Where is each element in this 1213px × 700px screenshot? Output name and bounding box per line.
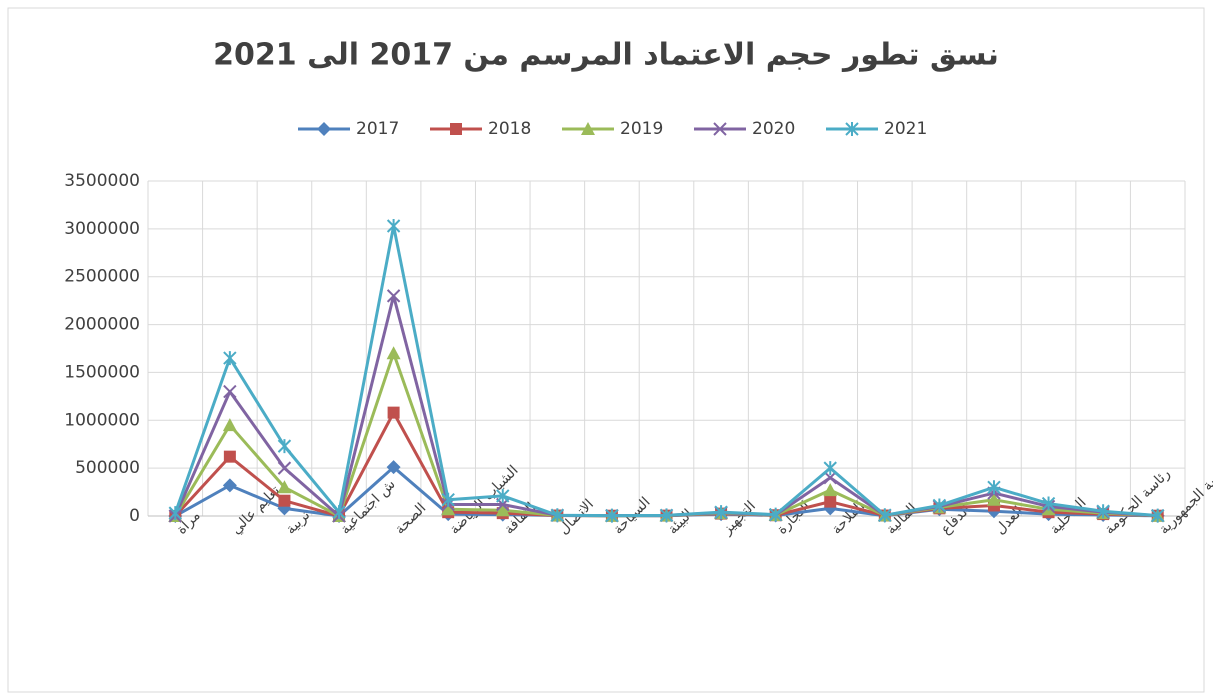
marker [223, 450, 236, 463]
marker [386, 218, 401, 233]
marker [386, 289, 401, 303]
y-tick-label: 500000 [75, 458, 140, 478]
marker [496, 488, 510, 503]
marker [932, 498, 947, 513]
y-tick-label: 0 [129, 506, 140, 526]
chart-border [7, 7, 1205, 693]
marker [277, 461, 292, 475]
y-tick-label: 3000000 [64, 219, 140, 239]
marker [823, 471, 837, 485]
marker [277, 439, 292, 454]
marker [1041, 496, 1056, 511]
y-tick-label: 1500000 [64, 362, 140, 382]
marker [277, 480, 292, 494]
marker [768, 507, 783, 522]
marker [581, 122, 595, 135]
marker [222, 418, 237, 432]
marker [386, 346, 401, 360]
marker [332, 505, 346, 520]
marker [450, 123, 462, 135]
marker [550, 508, 565, 523]
y-tick-label: 1000000 [64, 410, 140, 430]
marker [605, 508, 619, 523]
marker [987, 480, 1001, 495]
marker [441, 492, 455, 507]
marker [878, 508, 892, 523]
marker [659, 508, 674, 523]
marker [223, 351, 237, 366]
marker [714, 505, 728, 520]
legend-label: 2020 [752, 119, 795, 139]
marker [823, 461, 837, 476]
legend-label: 2017 [356, 119, 399, 139]
marker [495, 503, 510, 517]
marker [223, 384, 237, 399]
marker [387, 406, 400, 419]
legend-label: 2018 [488, 119, 531, 139]
marker [845, 122, 859, 136]
y-tick-label: 2000000 [64, 315, 140, 335]
marker [986, 492, 1001, 506]
marker [824, 495, 837, 508]
marker [1151, 508, 1165, 523]
marker [278, 494, 291, 507]
marker [168, 506, 182, 521]
marker [386, 460, 401, 475]
marker [441, 502, 456, 516]
y-tick-label: 3500000 [64, 171, 140, 191]
chart-title: نسق تطور حجم الاعتماد المرسم من 2017 الى… [213, 38, 999, 73]
marker [222, 478, 237, 493]
marker [823, 483, 838, 497]
marker [713, 122, 727, 136]
marker [1096, 504, 1110, 519]
y-tick-label: 2500000 [64, 267, 140, 287]
legend-label: 2019 [620, 119, 663, 139]
legend-label: 2021 [884, 119, 927, 139]
marker [317, 122, 331, 136]
